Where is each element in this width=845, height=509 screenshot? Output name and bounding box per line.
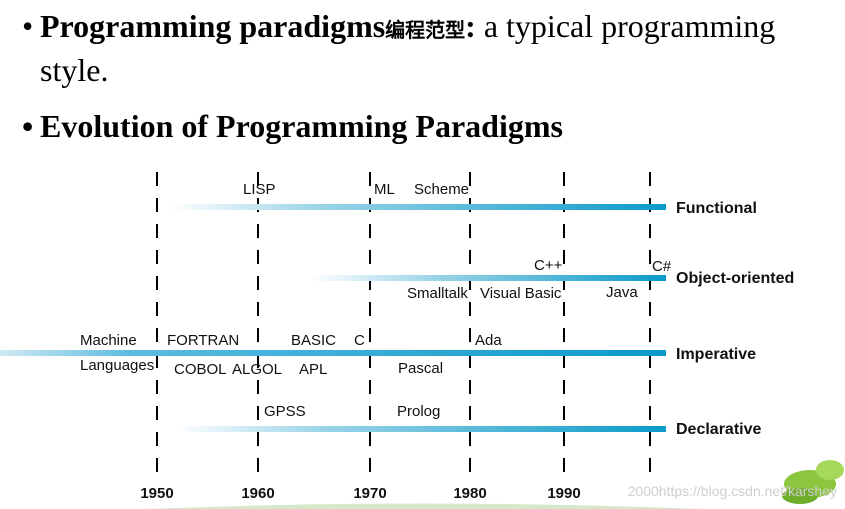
bar-functional bbox=[170, 204, 666, 210]
label-basic: BASIC bbox=[291, 332, 336, 349]
heading-evolution: Evolution of Programming Paradigms bbox=[40, 108, 563, 144]
label-scheme: Scheme bbox=[414, 181, 469, 198]
year-1970: 1970 bbox=[353, 485, 386, 502]
bullet-programming-paradigms: •Programming paradigms编程范型:style. a typi… bbox=[22, 8, 776, 44]
bullet-dot: • bbox=[22, 8, 34, 44]
watermark-text: 2000https://blog.csdn.net/karshey bbox=[627, 483, 837, 499]
label-pascal: Pascal bbox=[398, 360, 443, 377]
definition-text-1: a typical programming bbox=[475, 8, 776, 44]
year-1960: 1960 bbox=[241, 485, 274, 502]
row-imperative: Imperative bbox=[676, 346, 756, 363]
label-ada: Ada bbox=[475, 332, 502, 349]
year-1990: 1990 bbox=[547, 485, 580, 502]
label-languages: Languages bbox=[80, 357, 154, 374]
label-machine: Machine bbox=[80, 332, 137, 349]
term-programming-paradigms: Programming paradigms bbox=[40, 8, 386, 44]
decorative-swoosh bbox=[150, 503, 700, 509]
label-cobol: COBOL bbox=[174, 361, 227, 378]
label-c: C bbox=[354, 332, 365, 349]
bullet-dot-2: • bbox=[22, 108, 34, 144]
label-fortran: FORTRAN bbox=[167, 332, 239, 349]
bar-declarative bbox=[175, 426, 666, 432]
bar-imperative bbox=[0, 350, 666, 356]
bullet-evolution: • Evolution of Programming Paradigms bbox=[22, 108, 563, 144]
label-algol: ALGOL bbox=[232, 361, 282, 378]
row-functional: Functional bbox=[676, 200, 757, 217]
label-apl: APL bbox=[299, 361, 327, 378]
label-csharp: C# bbox=[652, 258, 672, 275]
logo-icon bbox=[782, 460, 844, 504]
year-1950: 1950 bbox=[140, 485, 173, 502]
label-visual-basic: Visual Basic bbox=[480, 285, 562, 302]
row-object-oriented: Object-oriented bbox=[676, 270, 794, 287]
label-prolog: Prolog bbox=[397, 403, 440, 420]
definition-text-2: style. bbox=[40, 52, 109, 88]
label-java: Java bbox=[606, 284, 638, 301]
year-1980: 1980 bbox=[453, 485, 486, 502]
label-lisp: LISP bbox=[243, 181, 276, 198]
row-declarative: Declarative bbox=[676, 421, 761, 438]
label-ml: ML bbox=[374, 181, 395, 198]
label-gpss: GPSS bbox=[264, 403, 306, 420]
term-cjk: 编程范型 bbox=[385, 20, 466, 42]
label-cpp: C++ bbox=[534, 257, 563, 274]
label-smalltalk: Smalltalk bbox=[407, 285, 468, 302]
bar-object-oriented bbox=[310, 275, 666, 281]
